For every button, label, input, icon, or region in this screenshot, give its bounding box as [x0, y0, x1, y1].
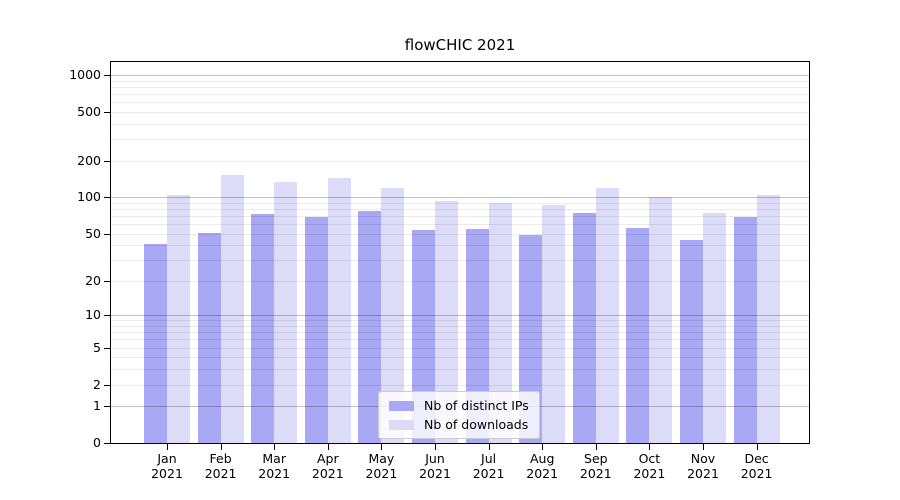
bar-distinct-ips-may: [358, 210, 382, 443]
y-tick-mark: [104, 315, 110, 317]
y-tick-mark: [104, 75, 110, 76]
bar-downloads-dec: [756, 195, 780, 443]
y-tick-label: 5: [93, 339, 101, 355]
y-tick-mark: [104, 197, 110, 199]
x-tick-label: May 2021: [365, 451, 398, 481]
legend: Nb of distinct IPs Nb of downloads: [378, 391, 540, 439]
bar-distinct-ips-dec: [733, 217, 757, 443]
x-tick-mark: [435, 444, 436, 450]
x-tick-label: Oct 2021: [633, 451, 666, 481]
x-tick-label: Nov 2021: [687, 451, 719, 481]
x-tick-mark: [595, 444, 597, 450]
y-tick-mark: [104, 347, 110, 349]
bar-downloads-aug: [542, 205, 566, 443]
bar-distinct-ips-aug: [519, 234, 543, 443]
y-tick-label: 2: [93, 376, 101, 392]
bar-distinct-ips-oct: [626, 227, 650, 443]
x-tick-label: Feb 2021: [204, 451, 237, 481]
bar-downloads-oct: [649, 196, 673, 443]
bar-downloads-apr: [327, 178, 351, 443]
y-tick-mark: [104, 111, 110, 113]
x-tick-mark: [542, 444, 544, 450]
bar-downloads-nov: [703, 213, 726, 443]
legend-swatch-distinct-ips: [389, 400, 414, 411]
bar-distinct-ips-jun: [412, 229, 435, 443]
bar-downloads-mar: [274, 182, 298, 443]
y-tick-label: 200: [77, 152, 101, 168]
y-tick-label: 1000: [69, 67, 101, 82]
x-tick-mark: [167, 444, 168, 450]
y-tick-label: 100: [77, 189, 101, 205]
bar-downloads-jun: [435, 201, 458, 443]
y-tick-label: 500: [77, 103, 101, 119]
legend-item-distinct-ips: Nb of distinct IPs: [389, 398, 529, 413]
x-tick-label: Mar 2021: [258, 451, 291, 481]
y-tick-label: 10: [85, 307, 101, 323]
bar-distinct-ips-apr: [304, 217, 328, 443]
bar-downloads-sep: [595, 187, 619, 443]
bar-downloads-jul: [488, 202, 512, 443]
y-tick-mark: [104, 280, 110, 282]
y-tick-label: 50: [85, 225, 101, 241]
y-tick-mark: [104, 384, 110, 386]
y-tick-label: 0: [93, 435, 101, 450]
legend-label-distinct-ips: Nb of distinct IPs: [424, 398, 529, 413]
bar-distinct-ips-nov: [680, 240, 703, 443]
y-tick-label: 20: [85, 272, 101, 288]
bar-distinct-ips-feb: [197, 232, 221, 443]
x-tick-mark: [327, 444, 329, 450]
x-tick-label: Aug 2021: [526, 451, 559, 481]
x-tick-mark: [381, 444, 383, 450]
bar-downloads-may: [381, 187, 405, 443]
chart-title: flowCHIC 2021: [404, 36, 516, 54]
plot-area: 0 1 2 5 10 20 50 100 200 500 1000 Jan 2021 Feb 2021 M…: [69, 61, 810, 481]
x-tick-mark: [220, 444, 222, 450]
y-tick-mark: [104, 160, 110, 162]
bars-layer: [111, 62, 809, 443]
bar-distinct-ips-jan: [144, 243, 167, 443]
bar-distinct-ips-mar: [251, 213, 275, 443]
bar-downloads-jan: [167, 195, 190, 443]
bar-downloads-feb: [220, 175, 244, 443]
x-tick-label: Jan 2021: [151, 451, 183, 481]
x-tick-label: Jun 2021: [419, 451, 451, 481]
x-tick-label: Jul 2021: [472, 451, 505, 481]
legend-label-downloads: Nb of downloads: [424, 417, 529, 432]
legend-swatch-downloads: [389, 419, 414, 430]
x-tick-label: Apr 2021: [311, 451, 344, 481]
y-tick-mark: [104, 406, 110, 408]
y-tick-label: 1: [93, 398, 101, 414]
x-tick-mark: [488, 444, 490, 450]
y-tick-mark: [104, 233, 110, 235]
y-tick-mark: [104, 443, 110, 444]
bar-distinct-ips-sep: [572, 213, 596, 443]
x-tick-mark: [756, 444, 758, 450]
axes-ticks-layer: 0 1 2 5 10 20 50 100 200 500 1000 Jan 2021 Feb 2021 M…: [69, 62, 809, 481]
x-tick-label: Dec 2021: [740, 451, 773, 481]
x-tick-mark: [649, 444, 651, 450]
legend-item-downloads: Nb of downloads: [389, 417, 529, 432]
x-tick-mark: [274, 444, 276, 450]
bar-distinct-ips-jul: [465, 228, 489, 443]
x-tick-label: Sep 2021: [579, 451, 612, 481]
x-tick-mark: [703, 444, 704, 450]
